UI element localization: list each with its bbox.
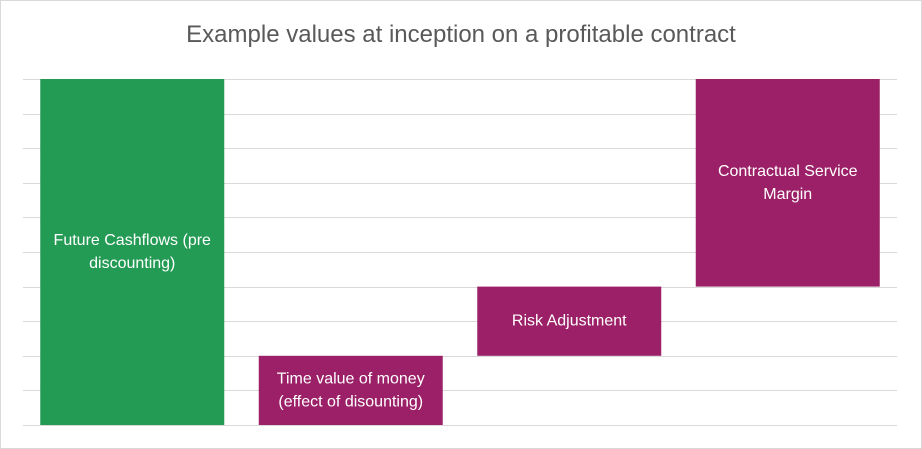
bar bbox=[477, 286, 662, 356]
bar-labels: Future Cashflows (pre discounting) Time va… bbox=[54, 163, 858, 411]
bar-label: Risk Adjustment bbox=[512, 313, 627, 330]
bar-label: Contractual Service bbox=[718, 163, 858, 180]
bar-label: (effect of disounting) bbox=[278, 393, 423, 410]
bar bbox=[695, 79, 880, 287]
bar-label: Margin bbox=[763, 186, 812, 203]
bar-label: Time value of money bbox=[277, 370, 425, 387]
bar bbox=[258, 355, 443, 425]
bar bbox=[40, 79, 225, 425]
bars bbox=[40, 79, 880, 425]
bar-label: discounting) bbox=[89, 255, 175, 272]
chart-title: Example values at inception on a profita… bbox=[186, 21, 736, 48]
bar-label: Future Cashflows (pre bbox=[54, 232, 211, 249]
